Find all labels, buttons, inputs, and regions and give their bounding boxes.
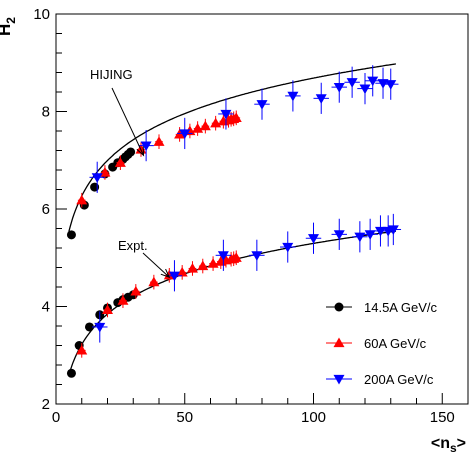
- y-tick-label: 4: [42, 299, 50, 316]
- data-point-14-5a-gev-c: [67, 369, 76, 378]
- legend-label: 14.5A GeV/c: [364, 300, 437, 315]
- x-tick-label: 50: [176, 409, 193, 426]
- y-tick-label: 2: [42, 396, 50, 413]
- x-axis-label: <ns>: [431, 435, 466, 452]
- legend-marker: [335, 303, 344, 312]
- x-tick-label: 100: [301, 409, 326, 426]
- legend-label: 60A GeV/c: [364, 336, 427, 351]
- x-tick-label: 0: [52, 409, 60, 426]
- x-tick-label: 150: [430, 409, 455, 426]
- y-tick-label: 8: [42, 104, 50, 121]
- annotation-label: Expt.: [118, 238, 148, 253]
- data-point-14-5a-gev-c: [90, 183, 99, 192]
- y-tick-label: 6: [42, 201, 50, 218]
- legend-label: 200A GeV/c: [364, 372, 434, 387]
- data-point-14-5a-gev-c: [126, 147, 135, 156]
- data-point-14-5a-gev-c: [67, 230, 76, 239]
- y-tick-label: 10: [33, 6, 50, 23]
- annotation-label: HIJING: [90, 67, 133, 82]
